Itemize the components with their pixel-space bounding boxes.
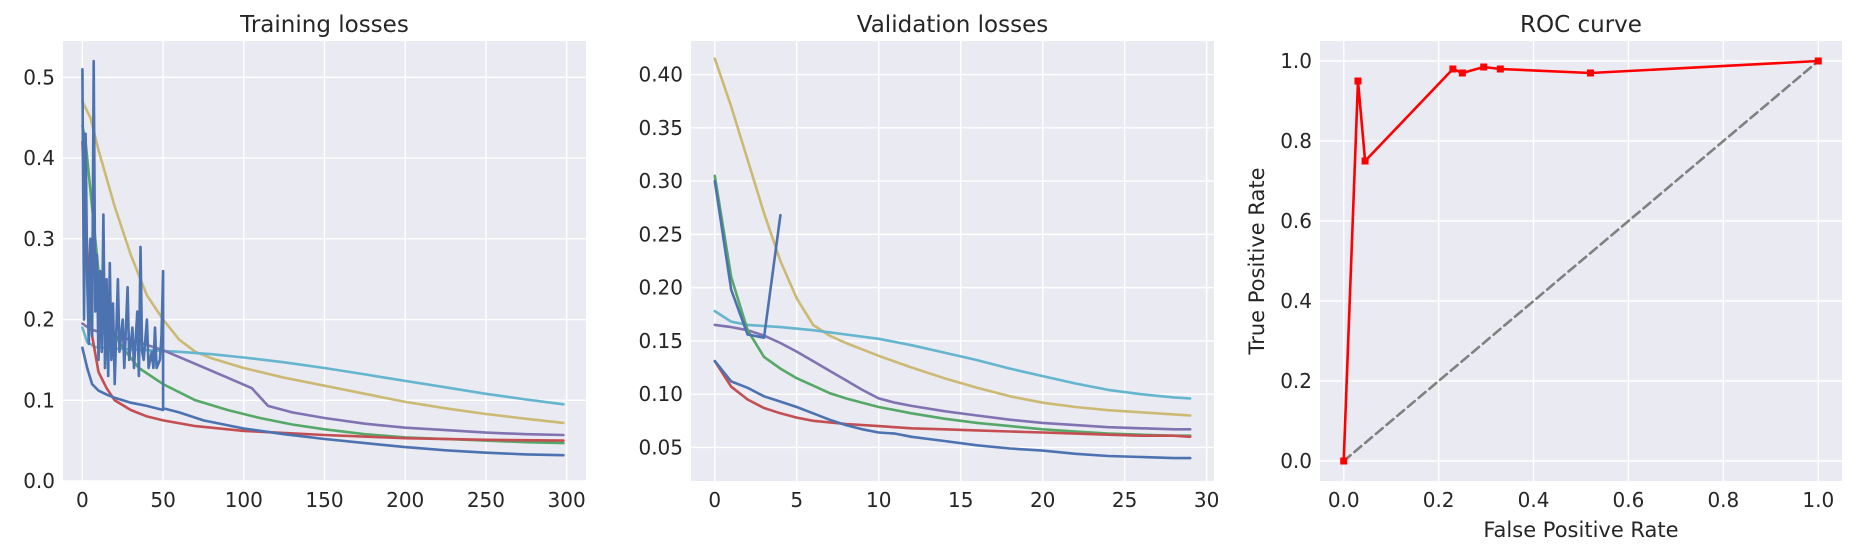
chart-title: Validation losses [857,12,1048,38]
y-tick-label: 0.4 [1280,289,1312,313]
y-tick-label: 0.40 [638,63,683,87]
roc-point [1496,65,1504,73]
series-line-purple [713,323,1192,431]
y-tick-label: 0.30 [638,169,683,193]
y-tick-label: 0.25 [638,222,683,246]
x-tick-label: 150 [305,488,343,512]
x-tick-label: 1.0 [1802,488,1834,512]
training-losses-chart: 0 50 100 150 200 250 300 0.0 0.1 0.2 0.3 0.4 0.5 Tra… [23,12,586,512]
chart-title: Training losses [239,12,409,38]
y-tick-label: 0.5 [23,65,55,89]
series-line-diagonal [1342,59,1820,463]
y-tick-label: 1.0 [1280,49,1312,73]
x-axis-label: False Positive Rate [1483,518,1678,542]
roc-point [1354,77,1362,85]
y-tick-label: 0.2 [23,308,55,332]
chart-title: ROC curve [1520,12,1642,38]
y-tick-label: 0.4 [23,146,55,170]
roc-point [1586,69,1594,77]
y-tick-label: 0.0 [1280,449,1312,473]
y-tick-label: 0.6 [1280,209,1312,233]
series-line-red [713,359,1192,439]
y-tick-label: 0.2 [1280,369,1312,393]
series-line-gold [81,100,565,425]
y-tick-label: 0.1 [23,388,55,412]
x-tick-label: 5 [790,488,803,512]
x-tick-label: 300 [548,488,586,512]
roc-point [1458,69,1466,77]
series-line-blue [713,179,782,339]
roc-point [1480,63,1488,71]
x-tick-label: 30 [1194,488,1219,512]
series-line-blue [81,346,165,412]
x-tick-label: 0 [708,488,721,512]
x-tick-label: 100 [225,488,263,512]
x-tick-label: 200 [386,488,424,512]
x-tick-label: 0.8 [1707,488,1739,512]
y-axis-label: True Positive Rate [1245,167,1269,355]
y-tick-label: 0.0 [23,469,55,493]
roc-point [1449,65,1457,73]
series-line-blue [81,59,565,457]
series-line-gold [713,57,1192,417]
series-line-cyan [713,309,1192,400]
x-tick-label: 0.4 [1518,488,1550,512]
x-tick-label: 0.0 [1328,488,1360,512]
x-tick-label: 0 [76,488,89,512]
x-tick-label: 0.2 [1423,488,1455,512]
y-tick-label: 0.15 [638,329,683,353]
x-tick-label: 10 [866,488,891,512]
y-tick-label: 0.3 [23,227,55,251]
y-tick-label: 0.8 [1280,129,1312,153]
x-tick-label: 50 [150,488,175,512]
y-tick-label: 0.10 [638,382,683,406]
plot-area [691,41,1214,481]
x-tick-label: 25 [1112,488,1137,512]
x-tick-label: 20 [1030,488,1055,512]
x-tick-label: 15 [948,488,973,512]
validation-losses-chart: 0 5 10 15 20 25 30 0.05 0.10 0.15 0.20 0.25 0.30 0.35… [638,12,1219,512]
roc-point [1340,457,1348,465]
x-tick-label: 250 [467,488,505,512]
y-tick-label: 0.20 [638,276,683,300]
series-line-blue [713,359,1192,460]
y-tick-label: 0.05 [638,435,683,459]
x-tick-label: 0.6 [1613,488,1645,512]
roc-point [1361,157,1369,165]
series-line-green [713,174,1192,437]
roc-point [1814,57,1822,65]
roc-curve-chart: 0.0 0.2 0.4 0.6 0.8 1.0 0.0 0.2 0.4 0.6 0.8 1.0 ROC… [1245,12,1842,542]
y-tick-label: 0.35 [638,116,683,140]
